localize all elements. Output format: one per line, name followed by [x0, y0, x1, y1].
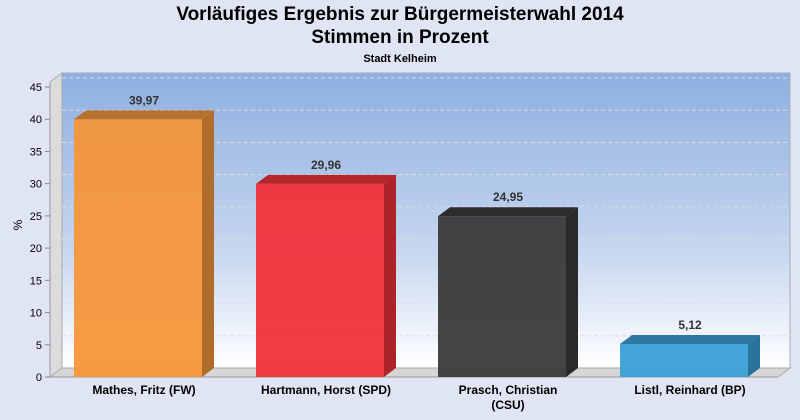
chart-title: Vorläufiges Ergebnis zur Bürgermeisterwa… — [176, 4, 624, 25]
data-label: 29,96 — [311, 158, 341, 172]
bar — [620, 335, 760, 377]
grid-line — [49, 238, 63, 249]
x-tick-label: Prasch, Christian — [459, 383, 558, 397]
bar-side — [566, 207, 578, 377]
y-tick-label: 10 — [30, 308, 42, 320]
x-tick-label: Hartmann, Horst (SPD) — [261, 383, 391, 397]
grid-line — [49, 303, 63, 313]
y-tick-label: 5 — [36, 340, 42, 352]
chart-subtitle: Stimmen in Prozent — [311, 27, 489, 48]
y-tick-label: 25 — [30, 211, 42, 223]
x-tick-label: (CSU) — [491, 398, 524, 412]
x-tick-label: Mathes, Fritz (FW) — [92, 383, 195, 397]
y-tick-label: 15 — [30, 275, 42, 287]
bar-front — [438, 216, 566, 377]
bar-front — [620, 344, 748, 377]
y-tick-label: 30 — [30, 179, 42, 191]
chart-location: Stadt Kelheim — [363, 53, 437, 65]
bar — [438, 207, 578, 377]
data-label: 39,97 — [129, 93, 159, 107]
bar — [256, 174, 396, 377]
grid-line — [49, 174, 63, 185]
bar-top — [256, 174, 396, 184]
y-tick-label: 35 — [30, 146, 42, 158]
bar-top — [620, 335, 760, 345]
y-tick-label: 45 — [30, 82, 42, 94]
grid-line — [49, 335, 63, 346]
bar — [74, 110, 214, 377]
grid-line — [49, 77, 63, 88]
side-wall — [49, 72, 63, 378]
bar-side — [202, 110, 214, 377]
x-tick-label: Listl, Reinhard (BP) — [634, 383, 745, 397]
data-label: 24,95 — [493, 190, 523, 204]
y-tick-label: 40 — [30, 114, 42, 126]
bar-front — [74, 119, 202, 377]
data-label: 5,12 — [678, 318, 702, 332]
bar-top — [438, 207, 578, 217]
grid-line — [49, 142, 63, 152]
y-axis-label: % — [11, 219, 25, 230]
grid-line — [49, 206, 63, 217]
grid-line — [49, 109, 63, 120]
y-tick-label: 20 — [30, 243, 42, 255]
bar-top — [74, 110, 214, 120]
bar-front — [256, 183, 384, 377]
y-tick-label: 0 — [36, 372, 42, 384]
grid-line — [49, 270, 63, 281]
bar-side — [384, 174, 396, 377]
bar-side — [748, 335, 760, 377]
